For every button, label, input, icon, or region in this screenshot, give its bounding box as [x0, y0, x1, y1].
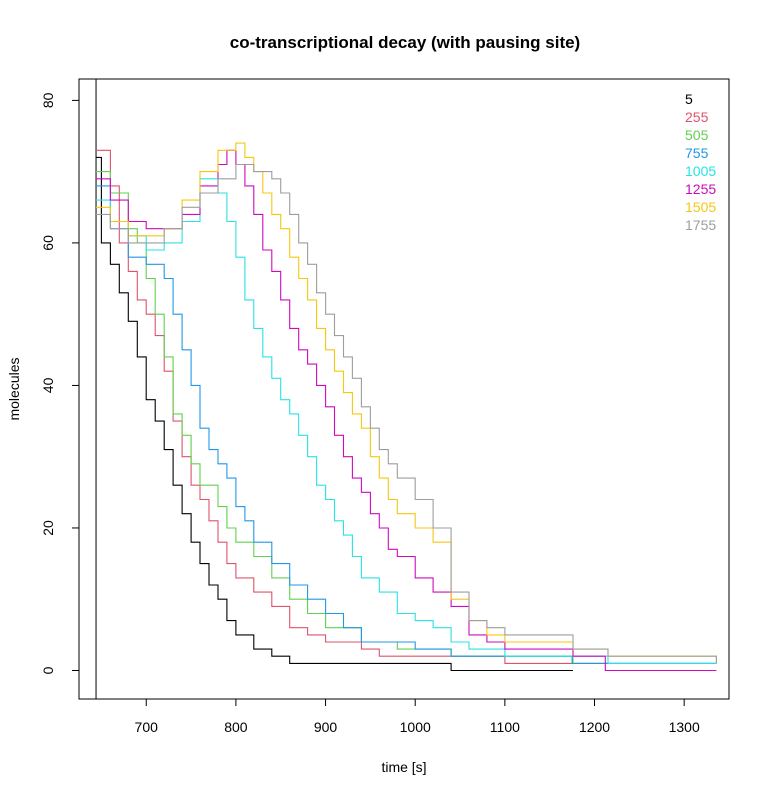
series-line-755: [96, 185, 717, 664]
series-line-1755: [96, 163, 717, 664]
series-line-5: [96, 156, 573, 672]
x-tick-label: 800: [224, 719, 248, 735]
y-axis-label: molecules: [6, 357, 22, 420]
chart-title: co-transcriptional decay (with pausing s…: [230, 33, 580, 52]
legend: 5 255 505 755 1005 1255 1505 1755: [685, 91, 716, 233]
y-tick-label: 0: [40, 666, 56, 674]
series-line-505: [96, 171, 717, 664]
x-tick-label: 900: [314, 719, 338, 735]
y-tick-label: 40: [40, 377, 56, 393]
legend-entry: 1255: [685, 181, 716, 197]
x-tick-label: 1000: [400, 719, 431, 735]
series-line-1505: [96, 142, 717, 664]
legend-entry: 1505: [685, 199, 716, 215]
series-line-1255: [96, 149, 717, 672]
series-group: [96, 142, 717, 672]
legend-entry: 5: [685, 91, 693, 107]
series-line-255: [96, 149, 717, 664]
legend-entry: 255: [685, 109, 709, 125]
plot-frame: [78, 78, 730, 700]
x-axis-label: time [s]: [381, 759, 426, 775]
x-tick-label: 1100: [490, 719, 520, 735]
legend-entry: 1005: [685, 163, 716, 179]
y-tick-label: 20: [40, 520, 56, 536]
legend-entry: 505: [685, 127, 709, 143]
x-tick-label: 700: [135, 719, 159, 735]
y-tick-label: 60: [40, 235, 56, 251]
legend-entry: 755: [685, 145, 709, 161]
x-tick-label: 1200: [579, 719, 610, 735]
legend-entry: 1755: [685, 217, 716, 233]
y-axis: 0 20 40 60 80: [40, 92, 80, 674]
y-tick-label: 80: [40, 92, 56, 108]
x-axis: 700 800 900 1000 1100 1200 1300: [135, 698, 700, 735]
x-tick-label: 1300: [669, 719, 700, 735]
series-line-1005: [96, 178, 717, 664]
